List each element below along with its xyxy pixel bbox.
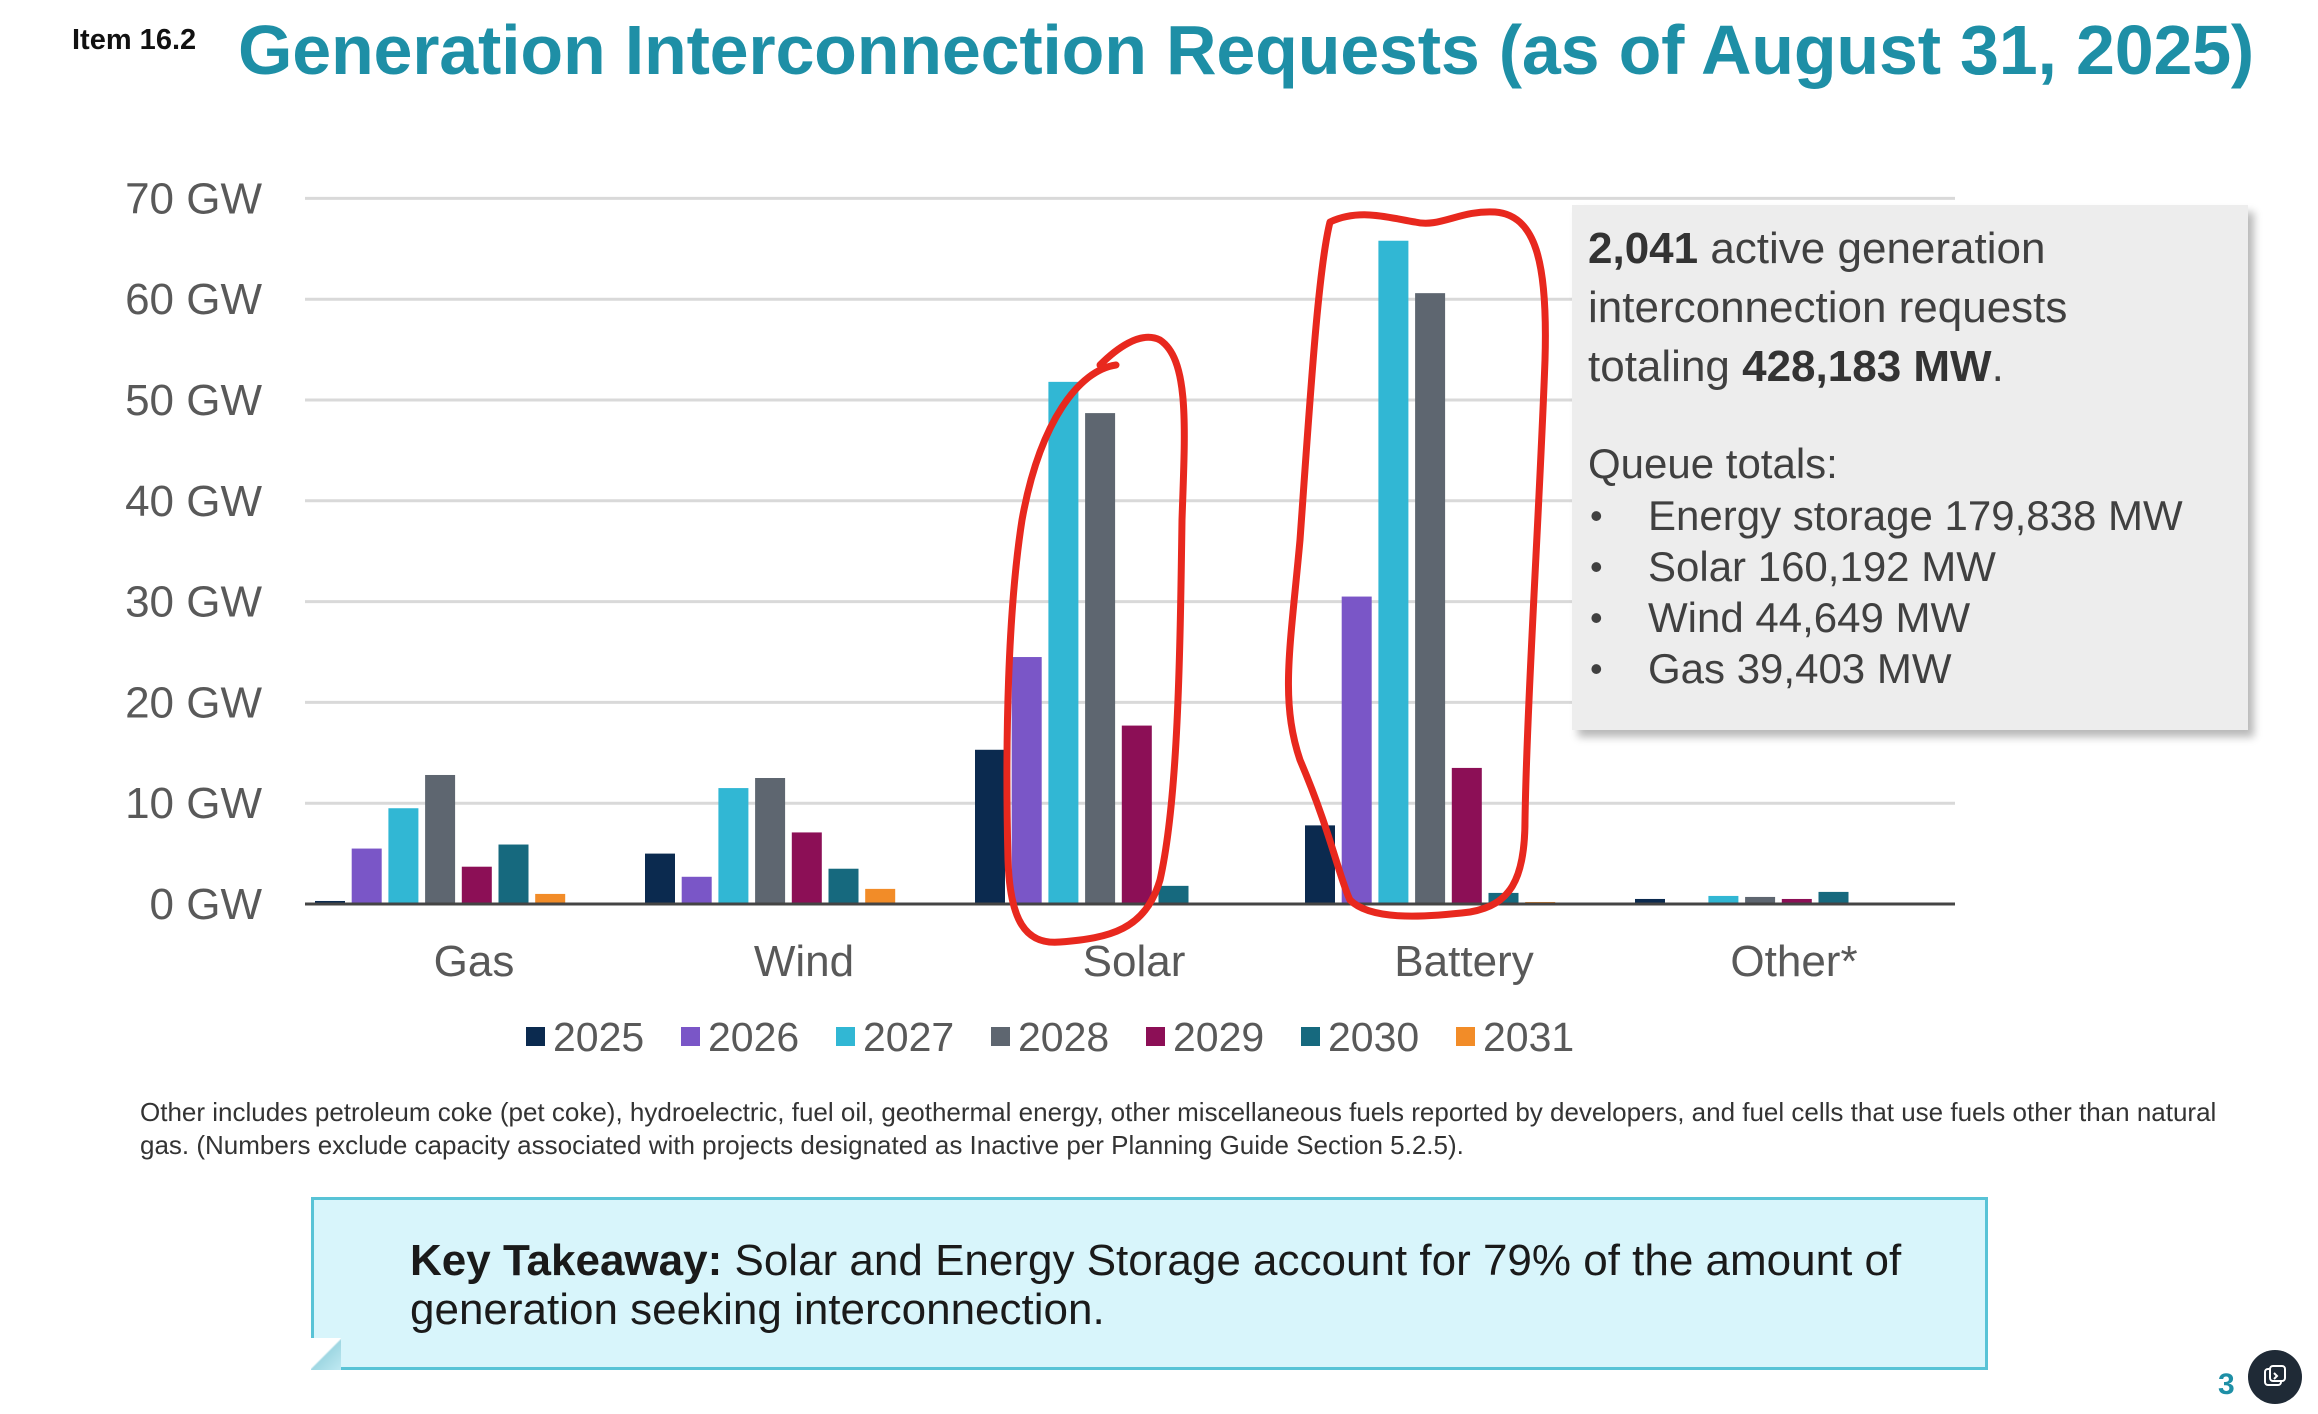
bar — [828, 868, 859, 904]
y-axis-ticks: 0 GW 10 GW 20 GW 30 GW 40 GW 50 GW 60 GW 70 GW — [125, 174, 262, 929]
y-tick-label: 60 GW — [125, 275, 262, 324]
summary-line1: active generation — [1698, 224, 2046, 273]
bar — [645, 853, 675, 904]
queue-item-text: Wind 44,649 MW — [1648, 594, 1971, 641]
bullet-icon: • — [1590, 495, 1603, 536]
queue-item-text: Gas 39,403 MW — [1648, 645, 1952, 692]
takeaway-text: Solar and Energy Storage account for 79%… — [410, 1236, 1902, 1334]
legend-swatch — [681, 1027, 700, 1046]
queue-item: • Gas 39,403 MW — [1588, 643, 2228, 694]
bar — [1121, 725, 1152, 904]
x-tick-label: Other* — [1730, 937, 1857, 986]
bar — [791, 832, 822, 904]
legend-label: 2026 — [708, 1014, 799, 1060]
bullet-icon: • — [1590, 648, 1603, 689]
bar — [1708, 895, 1739, 904]
bar — [351, 848, 382, 904]
summary-text: 2,041 active generation interconnection … — [1588, 219, 2228, 396]
bar — [975, 749, 1005, 904]
queue-totals-title: Queue totals: — [1588, 440, 1838, 487]
y-tick-label: 30 GW — [125, 578, 262, 627]
request-count: 2,041 — [1588, 224, 1699, 273]
x-tick-label: Wind — [754, 937, 854, 986]
queue-item: • Solar 160,192 MW — [1588, 541, 2228, 592]
y-tick-label: 50 GW — [125, 376, 262, 425]
item-label: Item 16.2 — [72, 24, 197, 56]
bar — [1048, 381, 1079, 905]
bar-series — [315, 240, 1849, 905]
bar — [535, 893, 566, 904]
bar — [1378, 240, 1409, 905]
bar — [1085, 413, 1116, 904]
summary-line3-prefix: totaling — [1588, 342, 1743, 391]
queue-item-text: Solar 160,192 MW — [1648, 543, 1996, 590]
bar — [1341, 596, 1372, 904]
legend-swatch — [1146, 1027, 1165, 1046]
queue-item: • Wind 44,649 MW — [1588, 592, 2228, 643]
bar — [1011, 657, 1042, 904]
x-tick-label: Gas — [434, 937, 515, 986]
x-tick-label: Solar — [1083, 937, 1186, 986]
legend-label: 2030 — [1328, 1014, 1419, 1060]
bar — [315, 900, 345, 904]
page-title: Generation Interconnection Requests (as … — [238, 11, 2255, 89]
y-tick-label: 70 GW — [125, 174, 262, 223]
queue-totals-list: • Energy storage 179,838 MW • Solar 160,19… — [1588, 490, 2228, 694]
legend-swatch — [1456, 1027, 1475, 1046]
bullet-icon: • — [1590, 597, 1603, 638]
page-number: 3 — [2218, 1368, 2235, 1401]
bar — [461, 866, 492, 904]
summary-box: 2,041 active generation interconnection … — [1572, 205, 2248, 730]
battery-circle-annotation — [1284, 208, 1549, 920]
bar — [1818, 891, 1849, 904]
legend-swatch — [526, 1027, 545, 1046]
bar — [498, 844, 529, 904]
bar — [681, 876, 712, 904]
legend-label: 2028 — [1018, 1014, 1109, 1060]
legend: 2025 2026 2027 2028 2029 2030 2031 — [526, 1014, 1574, 1060]
queue-item: • Energy storage 179,838 MW — [1588, 490, 2228, 541]
hand-drawn-annotations — [1003, 208, 1549, 946]
legend-label: 2029 — [1173, 1014, 1264, 1060]
bar — [1781, 898, 1812, 904]
bar — [1451, 767, 1482, 904]
queue-item-text: Energy storage 179,838 MW — [1648, 492, 2183, 539]
takeaway-label: Key Takeaway: — [410, 1236, 723, 1285]
summary-line2: interconnection requests — [1588, 283, 2068, 332]
y-tick-label: 10 GW — [125, 779, 262, 828]
x-axis-categories: Gas Wind Solar Battery Other* — [434, 937, 1858, 986]
solar-circle-annotation — [1003, 333, 1188, 946]
bar — [388, 808, 419, 904]
legend-swatch — [836, 1027, 855, 1046]
x-tick-label: Battery — [1394, 937, 1533, 986]
bar — [425, 774, 456, 904]
footnote: Other includes petroleum coke (pet coke)… — [140, 1097, 2217, 1160]
bar — [1745, 896, 1776, 904]
legend-label: 2027 — [863, 1014, 954, 1060]
bullet-icon: • — [1590, 546, 1603, 587]
bar — [1415, 293, 1446, 905]
legend-label: 2025 — [553, 1014, 644, 1060]
total-mw: 428,183 MW — [1742, 342, 1992, 391]
y-tick-label: 0 GW — [150, 880, 263, 929]
bar — [1158, 885, 1189, 904]
bar — [1635, 898, 1665, 904]
bar — [755, 778, 786, 904]
bar — [718, 788, 749, 904]
bar — [865, 888, 896, 904]
legend-swatch — [1301, 1027, 1320, 1046]
key-takeaway-box: Key Takeaway: Solar and Energy Storage a… — [311, 1197, 1988, 1370]
overlay-button[interactable] — [2248, 1350, 2302, 1404]
legend-swatch — [991, 1027, 1010, 1046]
legend-label: 2031 — [1483, 1014, 1574, 1060]
y-tick-label: 40 GW — [125, 477, 262, 526]
summary-line3-suffix: . — [1991, 342, 2004, 391]
overlay-icon — [2264, 1365, 2286, 1386]
y-tick-label: 20 GW — [125, 678, 262, 727]
folded-corner — [311, 1338, 341, 1370]
